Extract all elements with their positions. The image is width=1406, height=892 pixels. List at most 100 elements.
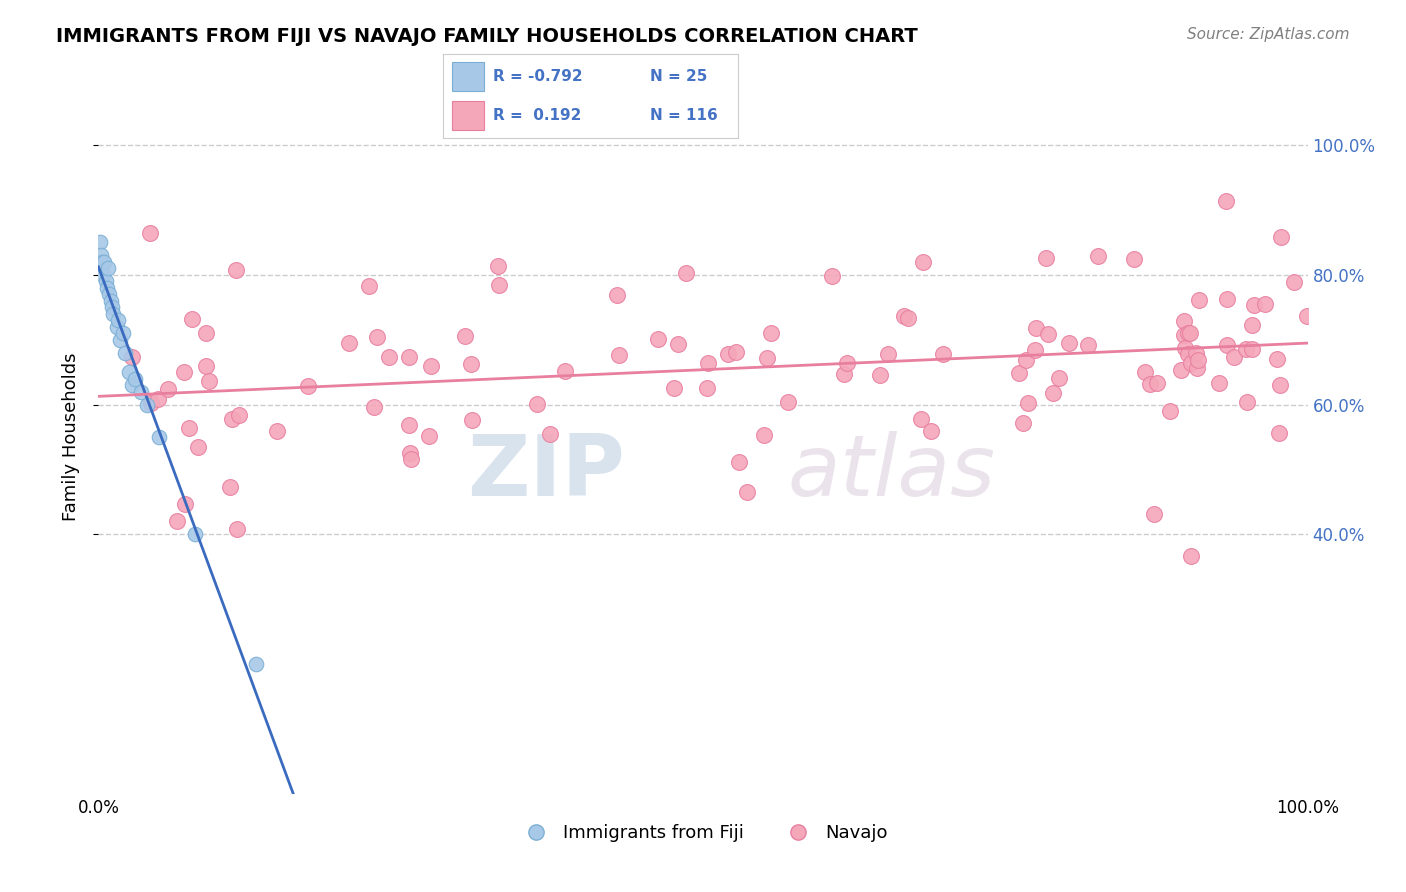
Point [1174,341,1197,355]
Point [697,356,720,370]
Point [1087,249,1109,263]
Point [910,411,932,425]
Point [219,479,242,493]
Point [453,328,475,343]
Point [100,301,122,315]
Text: Source: ZipAtlas.com: Source: ZipAtlas.com [1187,27,1350,42]
Point [91,255,114,269]
Point [121,378,143,392]
Point [1139,376,1161,391]
Point [1017,396,1039,410]
Point [198,374,221,388]
Point [1146,376,1168,391]
Point [1268,426,1291,441]
Point [1135,365,1157,379]
Point [98,287,121,301]
Point [108,333,131,347]
Point [1042,386,1064,401]
Text: IMMIGRANTS FROM FIJI VS NAVAJO FAMILY HOUSEHOLDS CORRELATION CHART: IMMIGRANTS FROM FIJI VS NAVAJO FAMILY HO… [56,27,918,45]
Point [1208,376,1230,391]
Point [398,350,420,364]
Point [1159,403,1181,417]
Point [821,268,844,283]
Point [1008,366,1031,380]
Point [89,235,111,250]
Point [1268,377,1291,392]
Point [225,263,247,277]
Point [90,248,112,262]
Point [363,401,385,415]
Point [1173,327,1195,342]
Point [1180,326,1202,341]
Bar [451,101,484,130]
Point [187,440,209,454]
Point [245,657,267,672]
Point [179,420,201,434]
Point [877,346,900,360]
Point [835,356,858,370]
Text: N = 25: N = 25 [650,69,707,84]
Point [647,332,669,346]
Point [399,445,422,459]
Point [195,359,218,374]
Y-axis label: Family Households: Family Households [62,353,80,521]
Point [357,278,380,293]
Point [1142,507,1164,521]
Point [1185,360,1208,375]
Point [1057,336,1080,351]
Point [675,266,697,280]
Point [759,326,782,340]
Point [226,522,249,536]
Point [1180,357,1202,371]
Legend: Immigrants from Fiji, Navajo: Immigrants from Fiji, Navajo [510,817,896,849]
Point [717,347,740,361]
Point [1187,293,1209,307]
Point [725,345,748,359]
Point [118,365,141,379]
Text: ZIP: ZIP [467,431,624,515]
Point [148,430,170,444]
Point [1170,362,1192,376]
Point [696,380,718,394]
Point [105,319,128,334]
Point [735,484,758,499]
Text: N = 116: N = 116 [650,108,717,123]
Point [398,417,420,432]
Point [1234,342,1257,356]
Point [526,397,548,411]
Point [107,313,129,327]
Point [1025,321,1047,335]
Point [728,455,751,469]
Point [1236,395,1258,409]
Point [1243,298,1265,312]
Point [156,382,179,396]
Point [1177,347,1199,361]
Point [378,350,401,364]
Point [554,364,576,378]
Point [1223,350,1246,364]
Point [173,365,195,379]
Point [1015,352,1038,367]
Point [1177,326,1199,341]
Point [666,337,689,351]
Point [94,274,117,288]
Point [101,307,124,321]
Point [1180,549,1202,563]
Point [1123,252,1146,266]
Point [418,429,440,443]
Point [166,514,188,528]
Point [100,293,122,308]
Point [776,395,799,409]
Point [1240,342,1263,356]
Point [486,259,509,273]
Point [93,255,115,269]
Point [139,227,162,241]
Point [869,368,891,383]
Point [893,309,915,323]
Point [896,311,918,326]
Point [297,378,319,392]
Point [932,347,955,361]
Point [1265,352,1288,367]
Point [832,367,855,381]
Point [1253,297,1275,311]
